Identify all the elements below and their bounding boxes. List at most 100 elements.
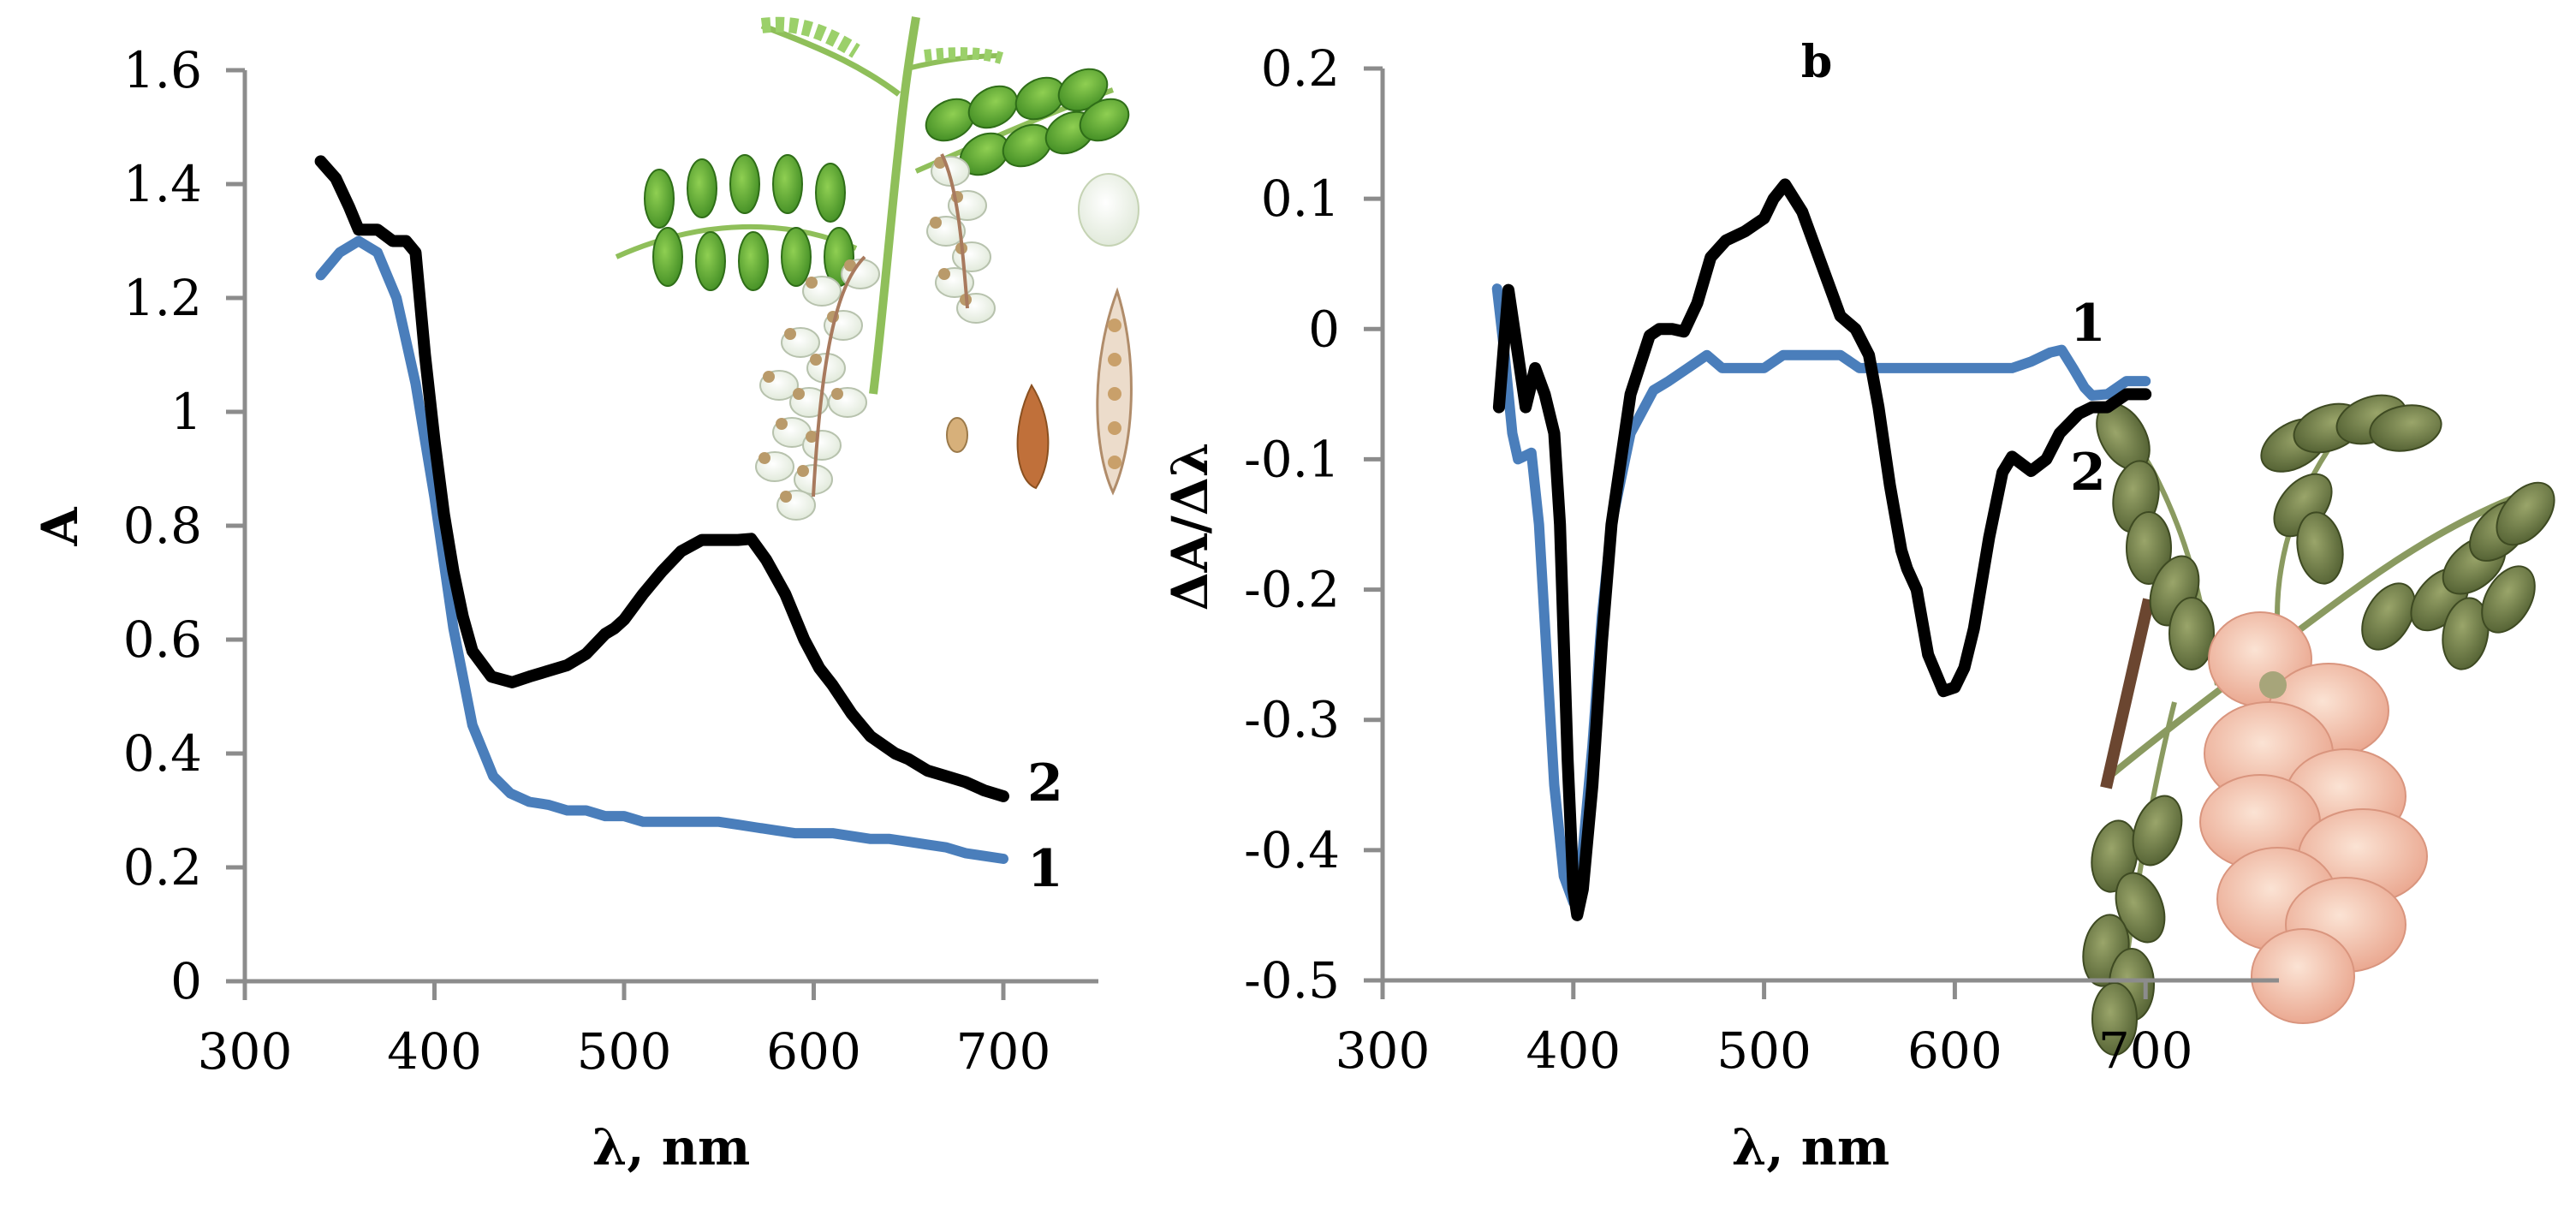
leaflet xyxy=(2296,511,2344,585)
calyx xyxy=(784,328,796,340)
calyx xyxy=(797,465,809,477)
series-line-1 xyxy=(315,235,1008,864)
y-tick-label: 0 xyxy=(170,952,202,1010)
chart-a-series xyxy=(314,155,1009,864)
leaflet xyxy=(2361,582,2416,651)
leaflet xyxy=(2126,511,2172,585)
calyx xyxy=(759,452,770,464)
x-tick-label: 400 xyxy=(387,1022,482,1081)
pod-seed xyxy=(1108,387,1121,401)
chart-a-absorbance: 00.20.40.60.811.21.41.6 300 400 500 600 700 … xyxy=(31,41,1098,1176)
y-tick-label: 1.2 xyxy=(123,269,202,327)
leaflet xyxy=(2442,597,2490,670)
flower-stalk xyxy=(940,153,969,309)
young-leaves xyxy=(924,47,1004,64)
chart-b-axes xyxy=(1364,66,2279,999)
chart-a-x-axis-title: λ, nm xyxy=(592,1118,751,1176)
leaflet xyxy=(2132,795,2183,867)
pink-flower xyxy=(2251,928,2355,1024)
pod-seed xyxy=(1108,421,1121,435)
chart-b-y-tick-labels: -0.5 -0.4 -0.3 -0.2 -0.1 0 0.1 0.2 xyxy=(1244,39,1340,1010)
y-tick-label: -0.5 xyxy=(1244,951,1340,1010)
series-line-2 xyxy=(1492,178,2152,921)
stem xyxy=(869,16,920,395)
x-tick-label: 400 xyxy=(1526,1021,1621,1080)
y-tick-label: 0.1 xyxy=(1261,170,1340,228)
chart-a-y-tick-labels: 0 0.2 0.4 0.6 0.8 1 1.2 1.4 1.6 xyxy=(123,41,202,1010)
calyx xyxy=(793,388,805,400)
leaflet xyxy=(772,154,803,214)
flower-stalk xyxy=(812,255,866,497)
y-tick-label: 0.6 xyxy=(123,610,202,669)
calyx xyxy=(810,354,822,366)
y-tick-label: -0.1 xyxy=(1244,430,1340,488)
stem xyxy=(907,53,1002,71)
x-tick-label: 700 xyxy=(956,1022,1051,1081)
chart-a-axes xyxy=(226,68,1098,1000)
y-tick-label: -0.4 xyxy=(1244,821,1340,879)
calyx xyxy=(938,268,950,280)
x-tick-label: 600 xyxy=(1907,1021,2002,1080)
chart-b-curve-label-1: 1 xyxy=(2070,294,2106,354)
leaflet xyxy=(738,231,769,291)
chart-a-y-axis-title: A xyxy=(31,507,89,547)
y-tick-label: -0.3 xyxy=(1244,691,1340,749)
y-tick-label: 0.8 xyxy=(123,497,202,555)
y-tick-label: 1.4 xyxy=(123,155,202,213)
x-tick-label: 500 xyxy=(577,1022,672,1081)
y-tick-label: 1 xyxy=(170,383,202,441)
calyx xyxy=(2259,671,2287,699)
leaflet xyxy=(2369,404,2442,452)
calyx xyxy=(763,371,775,383)
white-locust-illustration xyxy=(615,16,1139,521)
calyx xyxy=(780,491,792,503)
chart-b-x-axis-title: λ, nm xyxy=(1732,1118,1890,1176)
leaflet xyxy=(2091,982,2138,1056)
calyx xyxy=(806,277,818,289)
x-tick-label: 300 xyxy=(1336,1021,1431,1080)
leaflet xyxy=(687,158,717,218)
x-tick-label: 300 xyxy=(198,1022,293,1081)
chart-a-curve-label-2: 2 xyxy=(1027,753,1063,813)
x-tick-label: 500 xyxy=(1716,1021,1812,1080)
twig xyxy=(2100,598,2155,789)
x-tick-label: 700 xyxy=(2098,1021,2193,1080)
calyx xyxy=(930,217,942,229)
y-tick-label: -0.2 xyxy=(1244,561,1340,619)
y-tick-label: 1.6 xyxy=(123,41,202,99)
chart-b-y-axis-title: ΔA/Δλ xyxy=(1161,443,1219,611)
leaflet xyxy=(781,227,812,287)
calyx xyxy=(844,259,856,271)
seed-pod xyxy=(1016,383,1050,490)
chart-b-panel-label: b xyxy=(1801,36,1832,88)
chart-b-x-tick-labels: 300 400 500 600 700 xyxy=(1336,1021,2193,1080)
y-tick-label: 0.4 xyxy=(123,724,202,783)
x-tick-label: 600 xyxy=(766,1022,861,1081)
pod-seed xyxy=(1108,353,1121,366)
pod-seed xyxy=(1108,456,1121,469)
series-line-1 xyxy=(1491,283,2151,908)
leaflet xyxy=(815,163,846,223)
flower-detail xyxy=(1078,173,1139,247)
chart-b-derivative: -0.5 -0.4 -0.3 -0.2 -0.1 0 0.1 0.2 300 400 500 600… xyxy=(1161,36,2279,1176)
leaflet xyxy=(729,154,760,214)
seed xyxy=(946,417,968,453)
leaflet xyxy=(644,169,675,229)
chart-a-x-tick-labels: 300 400 500 600 700 xyxy=(198,1022,1051,1081)
young-leaves xyxy=(760,16,860,58)
leaf-rachis xyxy=(615,223,858,259)
leaflet xyxy=(652,227,683,287)
chart-b-curve-label-2: 2 xyxy=(2070,443,2106,503)
leaflet xyxy=(695,231,726,291)
pod-seed xyxy=(1108,319,1121,332)
leaflet xyxy=(967,85,1019,129)
leaflet xyxy=(2168,597,2215,670)
series-line-2 xyxy=(314,155,1009,802)
leaflet xyxy=(2115,872,2166,944)
leaflet xyxy=(2496,481,2555,546)
chart-b-series xyxy=(1491,178,2152,921)
y-tick-label: 0 xyxy=(1308,300,1340,358)
leaflet xyxy=(2481,565,2536,634)
calyx xyxy=(806,431,818,443)
